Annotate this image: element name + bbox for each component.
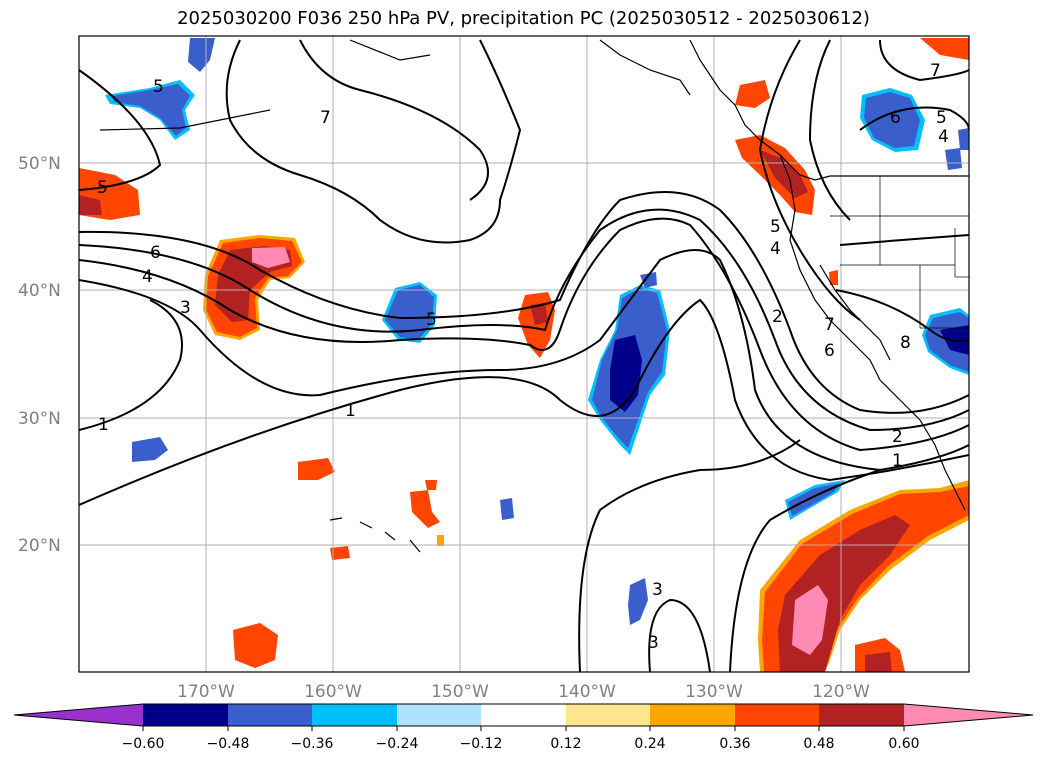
lon-label: 170°W — [177, 682, 235, 702]
contour-label: 5 — [770, 217, 781, 237]
lon-label: 120°W — [812, 682, 870, 702]
colorbar-segment — [228, 704, 312, 726]
map-gridlines — [79, 36, 969, 672]
colorbar-tick-label: −0.48 — [207, 736, 250, 752]
contour-label: 6 — [824, 341, 835, 361]
longitude-labels: 170°W 160°W 150°W 140°W 130°W 120°W — [177, 682, 870, 702]
colorbar-segment — [143, 704, 228, 726]
lon-label: 160°W — [304, 682, 362, 702]
contour-label: 5 — [426, 310, 437, 330]
precip-positive-areas — [79, 38, 969, 672]
contour-label: 1 — [98, 415, 109, 435]
colorbar-segment — [650, 704, 735, 726]
lat-label: 40°N — [18, 281, 61, 301]
colorbar-segment — [312, 704, 397, 726]
colorbar: −0.60 −0.48 −0.36 −0.24 −0.12 0.12 0.24 … — [13, 703, 1034, 752]
colorbar-segment — [397, 704, 481, 726]
colorbar-extend-high — [904, 704, 1033, 726]
contour-label: 7 — [930, 61, 941, 81]
contour-label: 5 — [153, 77, 164, 97]
contour-label: 6 — [150, 243, 161, 263]
colorbar-segment — [735, 704, 819, 726]
contour-label: 1 — [892, 451, 903, 471]
colorbar-tick-labels: −0.60 −0.48 −0.36 −0.24 −0.12 0.12 0.24 … — [122, 736, 920, 752]
lon-label: 150°W — [431, 682, 489, 702]
colorbar-extend-low — [14, 704, 143, 726]
pv-contours — [79, 39, 969, 672]
contour-label: 3 — [648, 633, 659, 653]
map-frame — [78, 35, 970, 673]
contour-label: 1 — [345, 401, 356, 421]
lon-label: 130°W — [685, 682, 743, 702]
contour-label: 8 — [900, 333, 911, 353]
contour-label: 7 — [320, 108, 331, 128]
contour-label: 3 — [180, 298, 191, 318]
contour-label: 4 — [938, 127, 949, 147]
lat-label: 50°N — [18, 154, 61, 174]
contour-label: 7 — [824, 315, 835, 335]
colorbar-tick-label: 0.12 — [550, 736, 581, 752]
colorbar-tick-label: 0.60 — [888, 736, 919, 752]
map-title: 2025030200 F036 250 hPa PV, precipitatio… — [177, 8, 870, 29]
contour-label: 5 — [97, 178, 108, 198]
colorbar-tick-label: −0.36 — [291, 736, 334, 752]
contour-label: 2 — [772, 307, 783, 327]
contour-label: 4 — [142, 267, 153, 287]
colorbar-segment — [819, 704, 904, 726]
contour-label: 5 — [936, 108, 947, 128]
colorbar-segment — [566, 704, 650, 726]
colorbar-tick-label: 0.36 — [719, 736, 750, 752]
pv-contour-labels: 7 6 5 4 3 1 1 5 5 7 6 5 4 2 2 1 3 3 4 7 … — [97, 61, 949, 653]
contour-label: 6 — [890, 108, 901, 128]
colorbar-tick-label: 0.48 — [803, 736, 834, 752]
colorbar-segment — [481, 704, 566, 726]
latitude-labels: 50°N 40°N 30°N 20°N — [18, 154, 61, 556]
lat-label: 30°N — [18, 409, 61, 429]
lat-label: 20°N — [18, 536, 61, 556]
colorbar-tick-label: −0.24 — [376, 736, 419, 752]
colorbar-tick-label: −0.60 — [122, 736, 165, 752]
lon-label: 140°W — [558, 682, 616, 702]
colorbar-tick-label: −0.12 — [460, 736, 503, 752]
precip-negative-areas — [105, 38, 969, 625]
contour-label: 4 — [770, 239, 781, 259]
contour-label: 2 — [892, 427, 903, 447]
colorbar-tick-label: 0.24 — [634, 736, 665, 752]
contour-label: 3 — [652, 580, 663, 600]
